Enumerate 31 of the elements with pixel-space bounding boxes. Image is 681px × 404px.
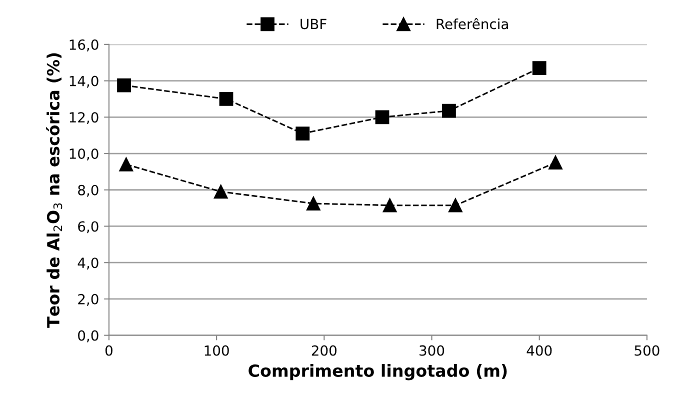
x-tick-label: 0 xyxy=(105,345,112,356)
x-tick-label: 400 xyxy=(526,345,552,356)
x-tick-label: 100 xyxy=(204,345,229,356)
y-tick-label: 16,0 xyxy=(70,39,98,52)
point xyxy=(382,198,397,212)
legend-label: Referência xyxy=(436,18,508,30)
legend-label: UBF xyxy=(300,18,326,30)
y-tick-label: 4,0 xyxy=(78,258,98,270)
y-tick-label: 10,0 xyxy=(70,148,98,160)
point xyxy=(442,104,456,118)
y-tick-label: 8,0 xyxy=(78,184,98,197)
y-tick-label: 14,0 xyxy=(70,76,98,88)
point xyxy=(296,126,310,140)
y-tick-label: 6,0 xyxy=(78,221,98,234)
point xyxy=(548,156,562,170)
x-tick-label: 500 xyxy=(634,345,660,356)
point xyxy=(117,78,131,92)
y-tick-label: 12,0 xyxy=(70,112,98,124)
x-axis-title: Comprimento lingotado (m) xyxy=(248,364,507,380)
point xyxy=(219,92,234,106)
y-tick-label: 0,0 xyxy=(78,330,98,342)
point xyxy=(119,157,134,172)
y-axis-title: Teor de Al$_{2}$O$_{3}$ na escórica (%) xyxy=(46,53,62,328)
point xyxy=(532,61,546,76)
x-tick-label: 300 xyxy=(420,345,444,356)
point xyxy=(375,110,390,124)
point xyxy=(306,196,320,210)
y-tick-label: 2,0 xyxy=(78,294,98,306)
x-tick-label: 200 xyxy=(312,345,336,356)
point xyxy=(448,198,462,212)
point xyxy=(214,184,228,199)
